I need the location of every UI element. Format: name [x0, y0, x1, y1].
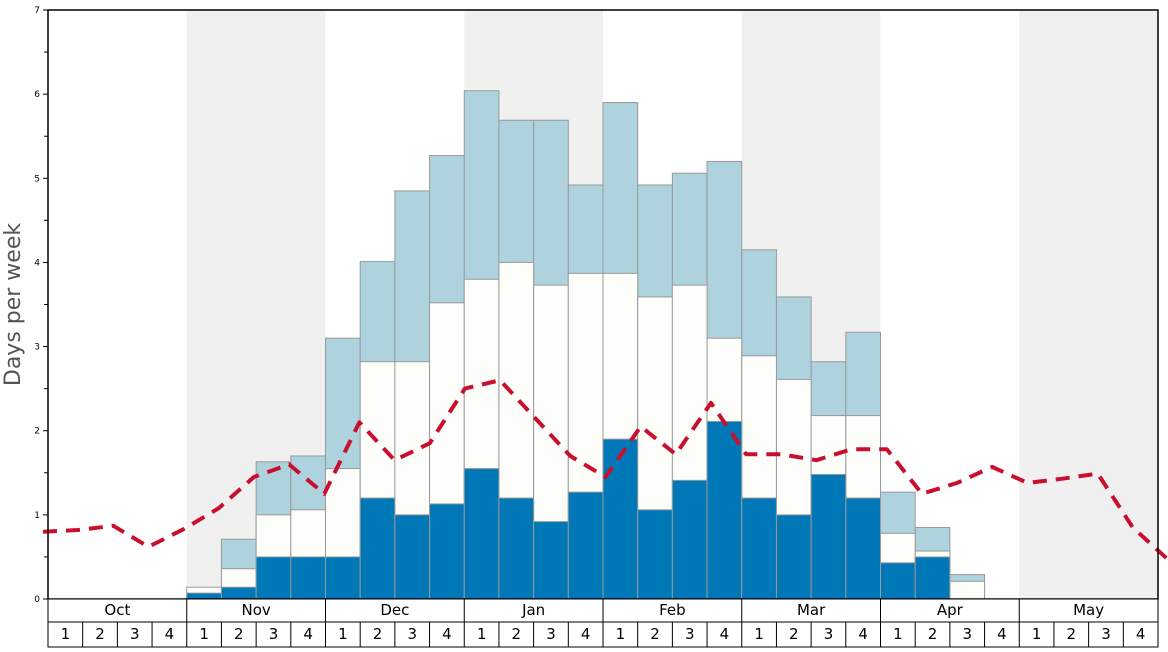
- week-label: 1: [61, 625, 71, 643]
- week-label: 2: [789, 625, 799, 643]
- line-series: [42, 378, 1168, 561]
- week-label: 3: [130, 625, 140, 643]
- week-label: 1: [338, 625, 348, 643]
- week-label: 4: [858, 625, 868, 643]
- month-label: Feb: [659, 601, 686, 619]
- bar-segment-bottom: [567, 491, 604, 600]
- bar-segment-bottom: [359, 497, 396, 600]
- y-tick-label: 2: [34, 427, 40, 437]
- y-tick-label: 6: [34, 90, 40, 100]
- week-label: 2: [95, 625, 105, 643]
- month-label: Mar: [797, 601, 826, 619]
- bar-segment-bottom: [845, 497, 881, 600]
- bar-segment-bottom: [671, 479, 708, 600]
- y-tick-label: 7: [34, 6, 40, 16]
- week-label: 3: [407, 625, 417, 643]
- bar-segment-bottom: [706, 420, 743, 600]
- week-label: 2: [650, 625, 660, 643]
- week-label: 4: [581, 625, 591, 643]
- week-label: 1: [893, 625, 903, 643]
- bar-segment-bottom: [914, 556, 951, 600]
- y-tick-label: 0: [34, 595, 40, 605]
- week-label: 2: [373, 625, 383, 643]
- bar-segment-bottom: [880, 562, 916, 600]
- bar-segment-bottom: [637, 509, 673, 600]
- week-label: 2: [928, 625, 938, 643]
- bar-segment-bottom: [255, 556, 292, 600]
- bar-segment-bottom: [290, 556, 326, 600]
- week-label: 4: [165, 625, 175, 643]
- bar-segment-bottom: [810, 473, 847, 600]
- bar-segment-bottom: [775, 514, 812, 600]
- month-label: Apr: [937, 601, 964, 619]
- week-label: 1: [199, 625, 209, 643]
- week-label: 4: [442, 625, 452, 643]
- bar-segment-bottom: [498, 497, 535, 600]
- y-tick-label: 1: [34, 511, 40, 521]
- week-label: 4: [303, 625, 313, 643]
- y-tick-label: 5: [34, 174, 40, 184]
- bar-segment-bottom: [325, 556, 361, 600]
- week-label: 3: [1101, 625, 1111, 643]
- week-label: 1: [616, 625, 626, 643]
- y-tick-label: 3: [34, 343, 40, 353]
- bar-segment-bottom: [394, 514, 431, 600]
- bar-segment-bottom: [741, 497, 777, 600]
- bar-segment-middle: [949, 580, 986, 600]
- bar-segment-bottom: [186, 592, 222, 600]
- bar-segment-bottom: [463, 468, 500, 600]
- week-label: 3: [824, 625, 834, 643]
- month-label: Dec: [380, 601, 409, 619]
- month-shade-band: [1019, 10, 1158, 599]
- week-label: 1: [1032, 625, 1042, 643]
- week-label: 4: [1136, 625, 1146, 643]
- bar-segment-bottom: [220, 586, 257, 600]
- month-label: Jan: [521, 601, 545, 619]
- week-label: 1: [477, 625, 487, 643]
- week-label: 3: [269, 625, 279, 643]
- month-label: Nov: [241, 601, 270, 619]
- week-label: 4: [997, 625, 1007, 643]
- week-label: 4: [720, 625, 730, 643]
- week-label: 3: [962, 625, 972, 643]
- y-axis-title: Days per week: [1, 223, 26, 386]
- week-label: 2: [512, 625, 522, 643]
- month-label: May: [1073, 601, 1104, 619]
- week-label: 3: [685, 625, 695, 643]
- bar-segment-bottom: [429, 503, 465, 600]
- month-label: Oct: [104, 601, 130, 619]
- week-label: 2: [234, 625, 244, 643]
- y-tick-label: 4: [34, 258, 40, 268]
- week-label: 3: [546, 625, 556, 643]
- week-label: 2: [1067, 625, 1077, 643]
- bar-segment-bottom: [602, 438, 639, 600]
- bar-segment-bottom: [533, 521, 569, 600]
- week-label: 1: [754, 625, 764, 643]
